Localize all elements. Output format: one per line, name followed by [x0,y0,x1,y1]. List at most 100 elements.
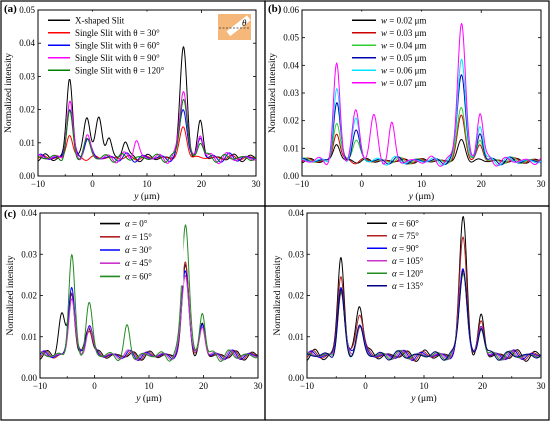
legend-variable: w [381,78,387,88]
x-axis-variable: y [133,192,139,202]
x-tick-label: 30 [537,179,547,189]
legend-variable: α [125,232,130,242]
x-axis-title: y (μm) [133,191,159,202]
legend-label: α = 30° [125,245,152,255]
x-axis-variable: y [135,394,141,404]
legend-label: α = 60° [125,271,152,281]
legend-variable: α [125,271,130,281]
legend-value: = 30° [130,245,153,255]
y-axis-title: Normalized intensity [6,255,16,335]
legend-variable: α [125,258,130,268]
y-tick-label: 0.01 [21,332,37,342]
series-line [38,91,256,165]
y-tick-label: 0.04 [288,208,304,218]
legend-label: α = 105° [392,256,424,266]
inset-angle-label: θ [242,18,247,28]
y-tick-label: 0.04 [283,60,299,70]
x-tick-label: −10 [295,179,310,189]
x-axis-variable: y [410,394,416,404]
legend-label: Single Slit with θ = 30° [75,28,160,38]
legend-variable: α [392,218,397,228]
legend-value: = 0.05 μm [387,53,426,63]
series-line [40,275,258,361]
legend-box [363,214,451,295]
slit-inset: θ [218,14,251,40]
legend-box [348,11,436,92]
panel-label: (b) [268,3,282,15]
series-line [40,224,258,362]
legend-value: = 0.03 μm [387,28,426,38]
series-line [307,270,541,361]
series-line [302,107,541,165]
legend-label: α = 135° [392,281,424,291]
x-tick-label: 30 [252,179,262,189]
legend-variable: w [381,28,387,38]
y-axis-title: Normalized intensity [268,53,278,133]
y-tick-label: 0.03 [288,249,304,259]
legend-variable: w [381,40,387,50]
legend-value: = 0° [130,219,148,229]
x-tick-label: 0 [363,381,368,391]
legend-label: α = 120° [392,268,424,278]
legend-label: w = 0.05 μm [381,53,426,63]
y-tick-label: 0.04 [19,38,35,48]
legend-variable: α [392,281,397,291]
legend-label: w = 0.07 μm [381,78,426,88]
x-axis-unit: (μm) [416,393,437,404]
x-axis-unit: (μm) [413,191,434,202]
legend-variable: w [381,15,387,25]
x-axis-unit: (μm) [141,393,162,404]
y-tick-label: 0.03 [19,71,35,81]
y-tick-label: 0.03 [21,249,37,259]
x-tick-label: 30 [537,381,547,391]
y-tick-label: 0.02 [21,291,37,301]
x-tick-label: 10 [417,179,427,189]
series-line [38,98,256,163]
legend-label: w = 0.02 μm [381,15,426,25]
x-tick-label: 0 [360,179,365,189]
x-tick-label: 20 [477,179,487,189]
legend-label: α = 0° [125,219,148,229]
y-tick-label: 0.02 [19,105,35,115]
x-axis-unit: (μm) [139,191,160,202]
legend-variable: α [392,268,397,278]
series-line [38,126,256,161]
legend-value: = 120° [397,268,424,278]
legend-label: α = 15° [125,232,152,242]
chart-panel-d: −10 0 10 20 30 0.00 0.01 0.02 0.03 0.04 y (μm) Norm… [273,208,546,404]
y-tick-label: 0.01 [288,332,304,342]
y-tick-label: 0.04 [21,208,37,218]
legend-label: α = 75° [392,231,419,241]
legend: X-shaped Slit Single Slit with θ = 30° Sin… [44,11,174,79]
legend-variable: α [392,256,397,266]
legend-value: = 90° [397,243,420,253]
x-tick-label: 0 [90,179,95,189]
y-tick-label: 0.00 [19,171,35,181]
legend-value: = 105° [397,256,424,266]
legend-variable: α [392,231,397,241]
y-tick-label: 0.00 [21,373,37,383]
legend-value: = 0.07 μm [387,78,426,88]
x-axis-title: y (μm) [410,393,436,404]
legend: α = 60°α = 75°α = 90°α = 105°α = 120°α =… [363,214,451,295]
inset-slit [226,15,251,37]
legend-variable: w [381,53,387,63]
chart-panel-b: −10 0 10 20 30 0.00 0.01 0.02 0.03 0.04 0.05 0.06 y … [268,3,546,202]
y-tick-label: 0.05 [283,33,299,43]
legend-label: Single Slit with θ = 60° [75,40,160,50]
legend-label: α = 90° [392,243,419,253]
chart-panel-a: −10 0 10 20 30 0.00 0.01 0.02 0.03 0.04 0.05 y (μm)… [4,3,261,202]
legend: α = 0°α = 15°α = 30°α = 45°α = 60° [96,214,184,286]
y-tick-label: 0.06 [283,5,299,15]
legend-variable: α [125,219,130,229]
x-tick-label: 20 [478,381,488,391]
legend-label: α = 60° [392,218,419,228]
legend-value: = 60° [130,271,153,281]
x-tick-label: −10 [300,381,315,391]
legend: w = 0.02 μmw = 0.03 μmw = 0.04 μmw = 0.0… [348,11,436,92]
legend-variable: α [125,245,130,255]
legend-value: = 15° [130,232,153,242]
legend-value: = 135° [397,281,424,291]
x-axis-title: y (μm) [408,191,434,202]
